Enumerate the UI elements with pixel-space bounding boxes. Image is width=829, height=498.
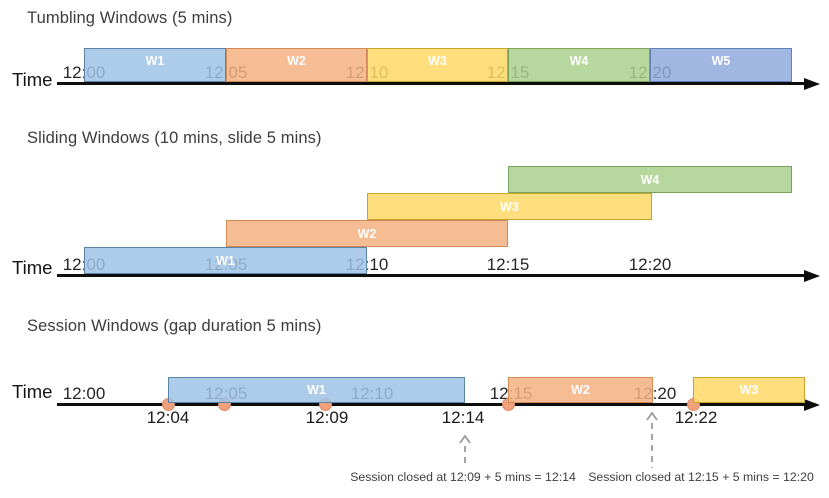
time-axis-line [57,274,807,277]
tumbling-section-title: Tumbling Windows (5 mins) [27,9,233,27]
event-time-label: 12:14 [441,408,485,427]
window-bar: W2 [508,377,653,403]
session-close-arrow-icon [646,412,658,468]
window-bar: W2 [226,48,367,82]
window-bar: W2 [226,220,508,247]
session-close-annotation: Session closed at 12:15 + 5 mins = 12:20 [588,470,814,484]
time-axis-line [57,403,807,406]
window-bar-label: W2 [357,226,377,241]
session-close-annotation: Session closed at 12:09 + 5 mins = 12:14 [350,470,576,484]
window-bar-label: W2 [287,54,306,68]
event-time-label: 12:22 [674,408,718,427]
window-bar: W1 [84,247,367,274]
time-axis-line [57,82,807,85]
window-bar: W3 [693,377,805,403]
window-bar: W4 [508,48,650,82]
session-section-title: Session Windows (gap duration 5 mins) [27,317,322,335]
window-bar-label: W3 [739,383,759,397]
sliding-section-title: Sliding Windows (10 mins, slide 5 mins) [27,129,322,147]
window-bar-label: W3 [500,199,519,214]
window-bar-label: W1 [307,383,326,397]
window-bar-label: W1 [216,253,235,268]
tick-label: 12:00 [62,384,106,403]
event-time-label: 12:04 [146,408,190,427]
window-bar: W3 [367,48,508,82]
axis-arrowhead-icon [804,78,820,90]
time-axis-label: Time [12,381,53,402]
window-bar-label: W4 [640,172,660,187]
time-axis-label: Time [12,257,53,278]
tick-label: 12:15 [486,255,530,274]
window-bar: W1 [84,48,226,82]
window-bar-label: W1 [145,54,165,68]
window-bar-label: W4 [569,54,589,68]
axis-arrowhead-icon [804,399,820,411]
window-bar: W3 [367,193,652,220]
window-bar: W4 [508,166,792,193]
time-axis-label: Time [12,69,53,90]
session-close-arrow-icon [459,435,471,468]
window-bar: W5 [650,48,792,82]
tick-label: 12:20 [628,255,672,274]
event-time-label: 12:09 [305,408,349,427]
window-bar: W1 [168,377,465,403]
axis-arrowhead-icon [804,270,820,282]
window-bar-label: W3 [428,54,447,68]
window-bar-label: W5 [711,54,731,68]
window-bar-label: W2 [571,383,590,397]
